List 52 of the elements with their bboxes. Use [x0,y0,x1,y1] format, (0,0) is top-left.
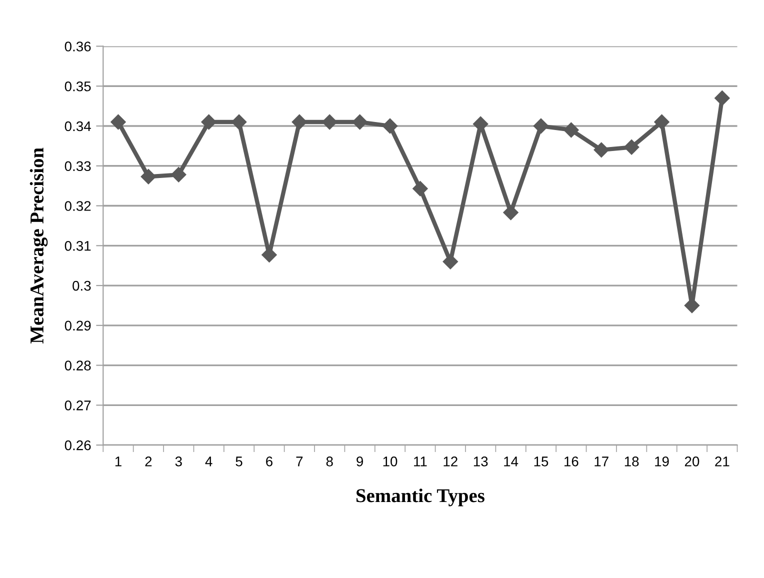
y-tick-label: 0.26 [64,440,91,450]
y-tick-label: 0.3 [72,280,91,291]
point [624,140,640,155]
point [503,204,518,220]
point [171,167,186,182]
y-tick-label: 0.34 [64,121,91,132]
x-tick-label: 8 [326,456,333,466]
x-tick-label: 2 [145,456,152,466]
point [412,181,428,196]
point [382,118,398,134]
x-tick-label: 18 [624,456,639,466]
point [352,114,368,130]
x-tick-label: 11 [414,456,427,466]
y-tick-label: 0.29 [64,320,91,331]
x-axis-title: Semantic Types [356,488,484,506]
x-tick-label: 21 [715,456,730,466]
point [140,169,156,184]
x-tick-label: 16 [564,456,578,466]
point [654,114,670,130]
y-tick-label: 0.33 [64,161,91,172]
x-tick-label: 3 [175,456,182,466]
x-tick-label: 14 [504,456,518,466]
point [322,114,338,130]
x-tick-label: 1 [115,456,122,466]
point [442,254,458,270]
y-tick-label: 0.27 [64,400,91,410]
x-tick-label: 17 [594,456,608,466]
point [533,118,549,134]
y-axis-title: MeanAverage Precision [30,148,48,344]
point [292,114,307,130]
point [594,142,609,158]
y-tick-label: 0.36 [64,42,91,52]
x-tick-label: 19 [655,456,669,466]
x-tick-label: 10 [383,456,398,466]
point [564,122,579,138]
x-tick-label: 5 [236,456,242,466]
x-tick-label: 7 [296,456,303,466]
x-tick-label: 6 [266,456,272,466]
y-tick-label: 0.32 [64,201,91,211]
x-tick-label: 9 [356,456,364,466]
y-tick-label: 0.28 [64,360,91,370]
point [110,114,126,130]
x-tick-label: 13 [474,456,488,466]
y-tick-label: 0.35 [64,81,91,92]
y-tick-label: 0.31 [64,240,91,251]
point [714,90,730,106]
x-tick-label: 15 [534,456,548,466]
x-tick-label: 4 [205,456,212,466]
x-tick-label: 12 [444,456,458,466]
point [201,114,216,130]
point [231,114,247,130]
x-tick-label: 20 [684,456,700,466]
